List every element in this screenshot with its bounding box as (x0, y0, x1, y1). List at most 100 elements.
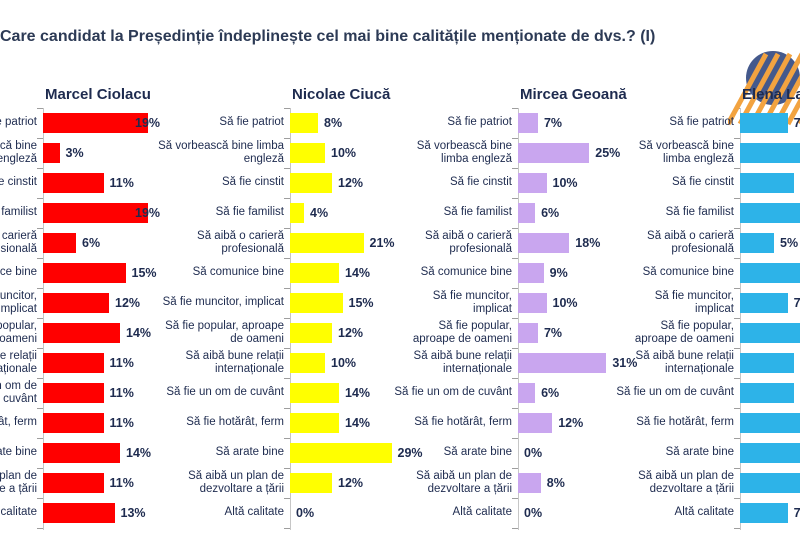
category-label: Să fie muncitor, implicat (162, 296, 284, 309)
bar-value-label: 14% (345, 416, 371, 430)
category-label: Să comunice bine (642, 266, 734, 279)
bar (43, 383, 104, 403)
bar (43, 323, 120, 343)
bar-value-label: 12% (115, 296, 141, 310)
axis-tick (512, 288, 518, 289)
bar-value-label: 14% (345, 266, 371, 280)
category-label: Să fie un om de cuvânt (166, 386, 284, 399)
axis-tick (284, 258, 290, 259)
bar-value-label: 4% (310, 206, 329, 220)
axis-tick (284, 108, 290, 109)
bar-value-label: 0% (296, 506, 315, 520)
bar-value-label: 12% (338, 176, 364, 190)
category-label: Să fie muncitor, implicat (0, 289, 37, 316)
bar (518, 413, 553, 433)
axis-tick (734, 378, 740, 379)
axis-tick (284, 318, 290, 319)
bar-value-label: 31% (612, 356, 638, 370)
bar (290, 413, 339, 433)
category-label: Să vorbească bine limba engleză (416, 139, 512, 166)
bar (518, 203, 536, 223)
bar-value-label: 8% (324, 116, 343, 130)
bar-value-label: 13% (120, 506, 146, 520)
bar-value-label: 11% (109, 176, 134, 190)
axis-tick (284, 378, 290, 379)
page-title: Care candidat la Președinție îndeplineșt… (0, 28, 656, 45)
axis-tick (284, 498, 290, 499)
axis-tick (734, 138, 740, 139)
category-label: Să fie popular, aproape de oameni (634, 319, 734, 346)
category-label: Să aibă un plan de dezvoltare a țării (638, 469, 734, 496)
column-header: Nicolae Ciucă (292, 86, 391, 103)
axis-tick (37, 198, 43, 199)
category-label: Să comunice bine (420, 266, 512, 279)
bar (518, 353, 607, 373)
category-label: Să fie popular, aproape de oameni (412, 319, 512, 346)
axis-tick (734, 288, 740, 289)
axis-tick (37, 258, 43, 259)
bar-value-label: 0% (524, 446, 543, 460)
bar (740, 323, 800, 343)
bar-value-label: 10% (552, 296, 578, 310)
bar-value-label: 6% (82, 236, 101, 250)
category-label: Să fie un om de cuvânt (616, 386, 734, 399)
bar (740, 353, 795, 373)
axis-tick (37, 108, 43, 109)
bar-value-label: 12% (558, 416, 584, 430)
bar (740, 443, 800, 463)
category-label: Să fie popular, aproape de oameni (0, 319, 37, 346)
axis-tick (37, 408, 43, 409)
axis-tick (37, 438, 43, 439)
axis-tick (734, 228, 740, 229)
category-label: Să fie patriot (669, 116, 734, 129)
category-label: Să fie hotărât, ferm (414, 416, 512, 429)
axis-tick (37, 378, 43, 379)
bar-value-label: 15% (131, 266, 157, 280)
bar-value-label: 12% (338, 476, 364, 490)
axis-tick (512, 258, 518, 259)
bar-value-label: 29% (397, 446, 423, 460)
category-label: Să vorbească bine limba engleză (638, 139, 734, 166)
bar-value-label: 7% (793, 116, 800, 130)
axis-tick (37, 348, 43, 349)
bar (43, 503, 115, 523)
axis-tick (734, 408, 740, 409)
category-label: Să aibă un plan de dezvoltare a țării (188, 469, 284, 496)
bar (43, 113, 148, 133)
bar (740, 413, 800, 433)
axis-tick (734, 198, 740, 199)
category-label: Să aibă bune relații internaționale (185, 349, 284, 376)
axis-tick (734, 498, 740, 499)
category-label: Să aibă bune relații internaționale (0, 349, 37, 376)
axis-tick (284, 438, 290, 439)
category-label: Să arate bine (0, 446, 37, 459)
axis-tick (284, 408, 290, 409)
category-axis-line (518, 108, 519, 530)
axis-tick (512, 408, 518, 409)
axis-tick (734, 468, 740, 469)
bar (518, 473, 541, 493)
axis-tick (37, 318, 43, 319)
bar (290, 443, 392, 463)
category-axis-line (290, 108, 291, 530)
category-label: Să fie hotărât, ferm (186, 416, 284, 429)
axis-tick (512, 378, 518, 379)
axis-tick (512, 108, 518, 109)
axis-tick (37, 138, 43, 139)
category-label: Să aibă bune relații internaționale (413, 349, 512, 376)
bar (518, 233, 570, 253)
category-axis-line (43, 108, 44, 530)
bar (290, 353, 325, 373)
bar-value-label: 3% (65, 146, 84, 160)
bar (290, 473, 332, 493)
bar-value-label: 14% (126, 326, 152, 340)
bar-value-label: 11% (109, 476, 134, 490)
axis-tick (512, 168, 518, 169)
bar (290, 263, 339, 283)
bar (518, 323, 538, 343)
category-label: Să fie cinstit (0, 176, 37, 189)
bar (43, 143, 60, 163)
bar-value-label: 7% (793, 296, 800, 310)
bar (740, 203, 800, 223)
